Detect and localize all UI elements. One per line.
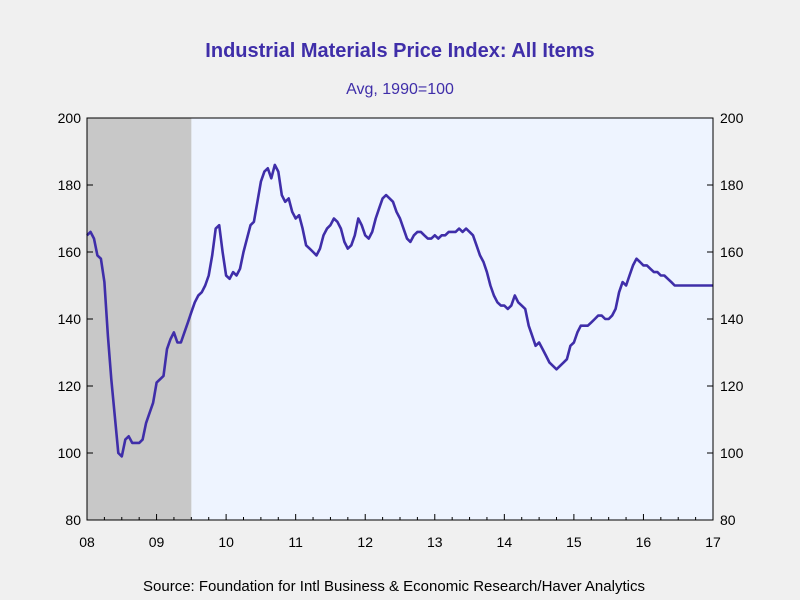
- y-tick-label-right: 100: [720, 445, 744, 461]
- chart-subtitle: Avg, 1990=100: [346, 81, 454, 98]
- x-axis: 08 09 10 11 12 13 14 15 16 17: [79, 534, 721, 550]
- x-tick-label: 13: [427, 534, 443, 550]
- x-tick-label: 08: [79, 534, 95, 550]
- x-tick-label: 15: [566, 534, 582, 550]
- y-tick-label-left: 120: [58, 378, 82, 394]
- x-tick-label: 10: [218, 534, 234, 550]
- chart-title: Industrial Materials Price Index: All It…: [205, 40, 594, 62]
- y-tick-label-right: 180: [720, 177, 744, 193]
- x-tick-label: 09: [149, 534, 165, 550]
- series-line: [86, 163, 713, 458]
- plot-area: [86, 117, 714, 521]
- y-tick-label-left: 200: [58, 110, 82, 126]
- y-tick-label-left: 80: [65, 512, 81, 528]
- y-axis-right: 80 100 120 140 160 180 200: [720, 110, 744, 528]
- y-tick-label-left: 180: [58, 177, 82, 193]
- y-tick-label-right: 160: [720, 244, 744, 260]
- x-tick-label: 14: [497, 534, 513, 550]
- recession-shading: [87, 118, 192, 520]
- y-axis-left: 80 100 120 140 160 180 200: [58, 110, 82, 528]
- y-tick-label-right: 200: [720, 110, 744, 126]
- x-tick-label: 12: [357, 534, 373, 550]
- y-tick-label-right: 140: [720, 311, 744, 327]
- x-tick-label: 17: [705, 534, 721, 550]
- y-tick-label-left: 160: [58, 244, 82, 260]
- plot-frame: [86, 117, 714, 521]
- y-tick-label-left: 140: [58, 311, 82, 327]
- source-note: Source: Foundation for Intl Business & E…: [143, 578, 645, 595]
- x-tick-label: 16: [636, 534, 652, 550]
- y-tick-label-right: 120: [720, 378, 744, 394]
- tick-marks: [86, 117, 714, 521]
- y-tick-label-left: 100: [58, 445, 82, 461]
- y-tick-label-right: 80: [720, 512, 736, 528]
- x-tick-label: 11: [288, 534, 303, 550]
